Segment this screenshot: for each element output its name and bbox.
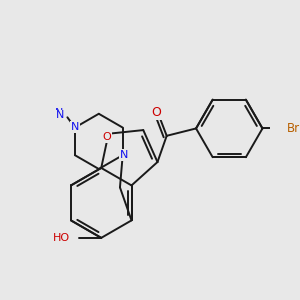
Text: N: N	[56, 110, 64, 121]
Text: O: O	[152, 106, 161, 119]
Text: O: O	[102, 132, 111, 142]
Text: N: N	[120, 150, 129, 160]
Text: Br: Br	[287, 122, 300, 135]
Text: N: N	[55, 108, 63, 118]
Text: HO: HO	[52, 233, 70, 243]
Text: N: N	[71, 122, 79, 132]
